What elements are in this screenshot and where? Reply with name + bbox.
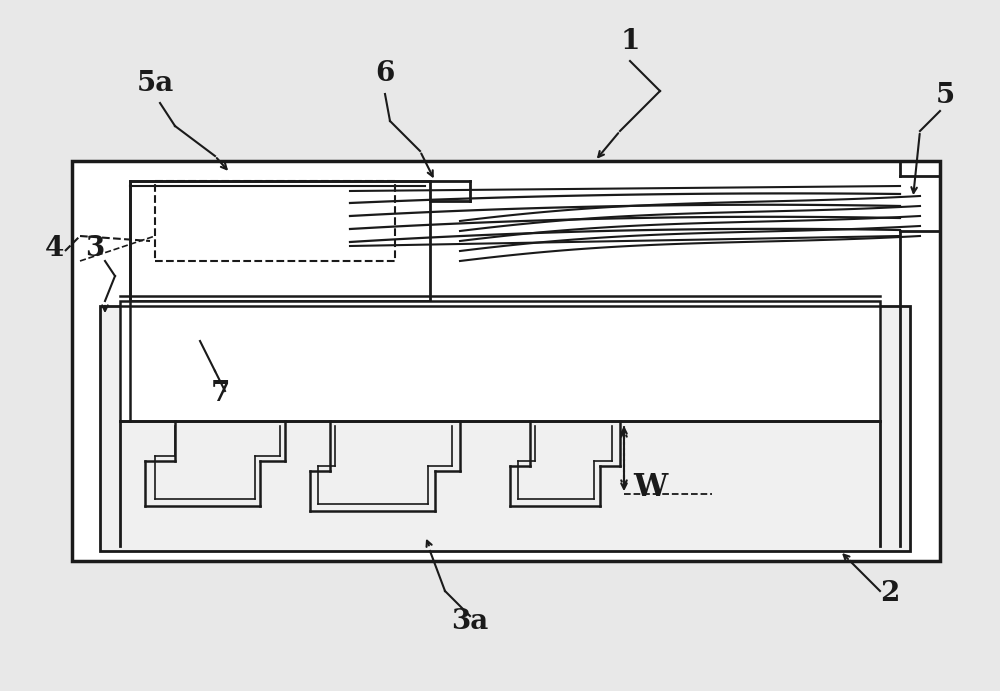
Text: 2: 2 xyxy=(880,580,900,607)
Bar xyxy=(72,161,940,561)
Bar xyxy=(130,181,430,301)
Text: 5a: 5a xyxy=(136,70,174,97)
Text: 4: 4 xyxy=(45,235,65,262)
Text: 3a: 3a xyxy=(451,608,489,635)
Text: 6: 6 xyxy=(375,60,395,87)
Text: 5: 5 xyxy=(935,82,955,109)
Text: 7: 7 xyxy=(210,380,230,407)
Bar xyxy=(155,181,395,261)
Text: W: W xyxy=(633,472,667,503)
Bar xyxy=(120,301,880,421)
Text: 1: 1 xyxy=(620,28,640,55)
Bar xyxy=(100,306,910,551)
Text: 3: 3 xyxy=(85,235,105,262)
